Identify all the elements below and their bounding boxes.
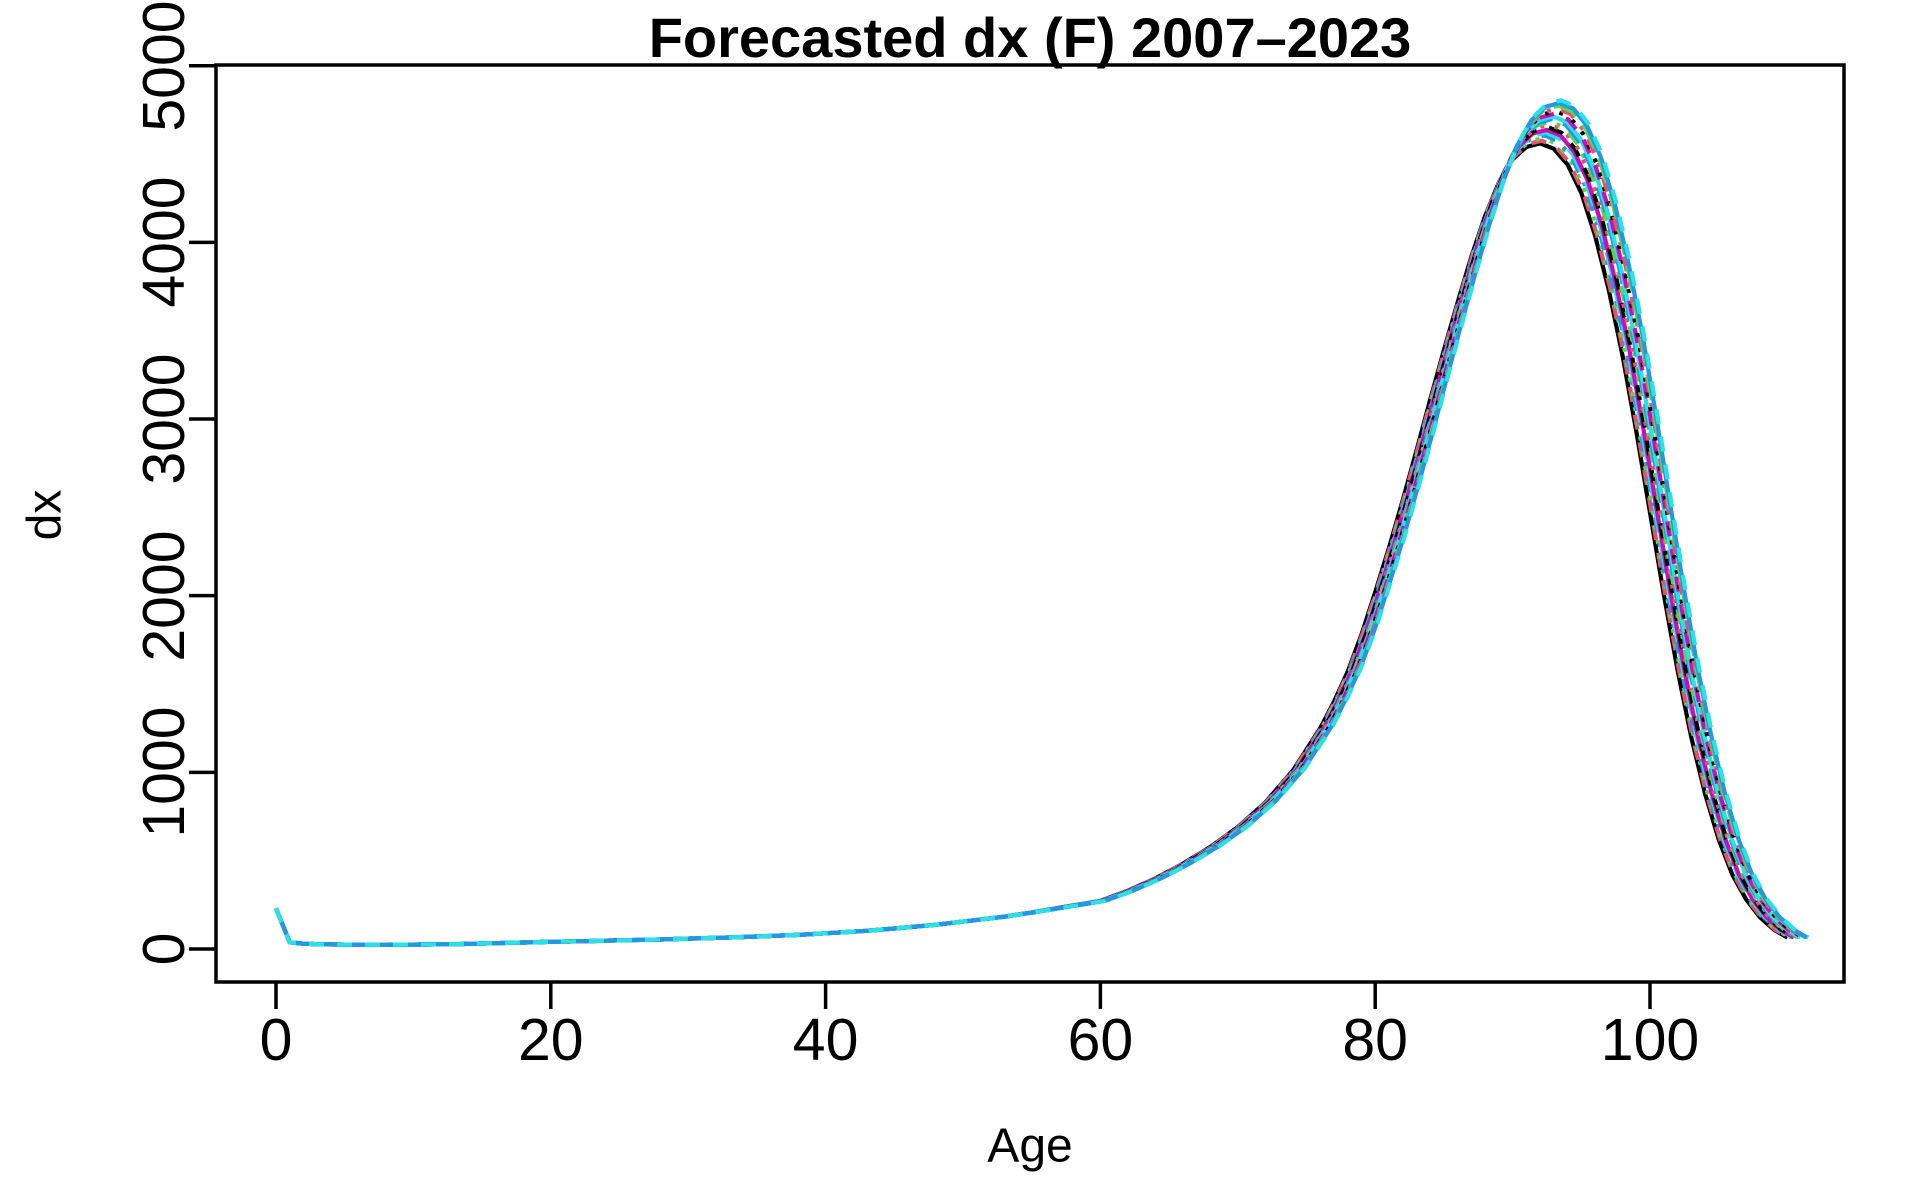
series-line-2018 bbox=[274, 111, 1803, 947]
x-tick-label: 60 bbox=[1067, 1007, 1134, 1073]
series-line-2023 bbox=[274, 98, 1810, 947]
series-line-2016 bbox=[274, 116, 1801, 947]
chart-title: Forecasted dx (F) 2007–2023 bbox=[648, 6, 1412, 69]
series-line-2019 bbox=[274, 108, 1805, 947]
y-axis-label: dx bbox=[18, 489, 72, 541]
x-axis-label: Age bbox=[987, 1119, 1073, 1173]
x-tick-label: 80 bbox=[1342, 1007, 1409, 1073]
plot-frame bbox=[214, 63, 1846, 984]
series-line-2022 bbox=[274, 100, 1809, 947]
y-tick-label: 1000 bbox=[131, 706, 197, 838]
x-tick-label: 100 bbox=[1600, 1007, 1700, 1073]
series-line-2008 bbox=[274, 138, 1790, 947]
x-tick-label: 20 bbox=[517, 1007, 584, 1073]
series-line-2009 bbox=[274, 135, 1792, 947]
y-tick-label: 4000 bbox=[131, 176, 197, 308]
series-line-2011 bbox=[274, 130, 1794, 947]
series-line-2017 bbox=[274, 114, 1802, 947]
x-tick-label: 40 bbox=[792, 1007, 859, 1073]
series-line-2021 bbox=[274, 103, 1807, 947]
series-line-2015 bbox=[274, 119, 1799, 947]
x-tick-label: 0 bbox=[259, 1007, 293, 1073]
y-tick-label: 5000 bbox=[131, 0, 197, 132]
series-line-2010 bbox=[274, 133, 1793, 947]
series-line-2013 bbox=[274, 125, 1797, 947]
y-tick-label: 2000 bbox=[131, 530, 197, 662]
series-line-2014 bbox=[274, 122, 1798, 947]
y-tick-label: 3000 bbox=[131, 353, 197, 485]
y-tick-label: 0 bbox=[131, 932, 197, 966]
series-line-2012 bbox=[274, 127, 1796, 947]
series-line-2020 bbox=[274, 106, 1806, 947]
series-line-2007 bbox=[274, 141, 1789, 947]
